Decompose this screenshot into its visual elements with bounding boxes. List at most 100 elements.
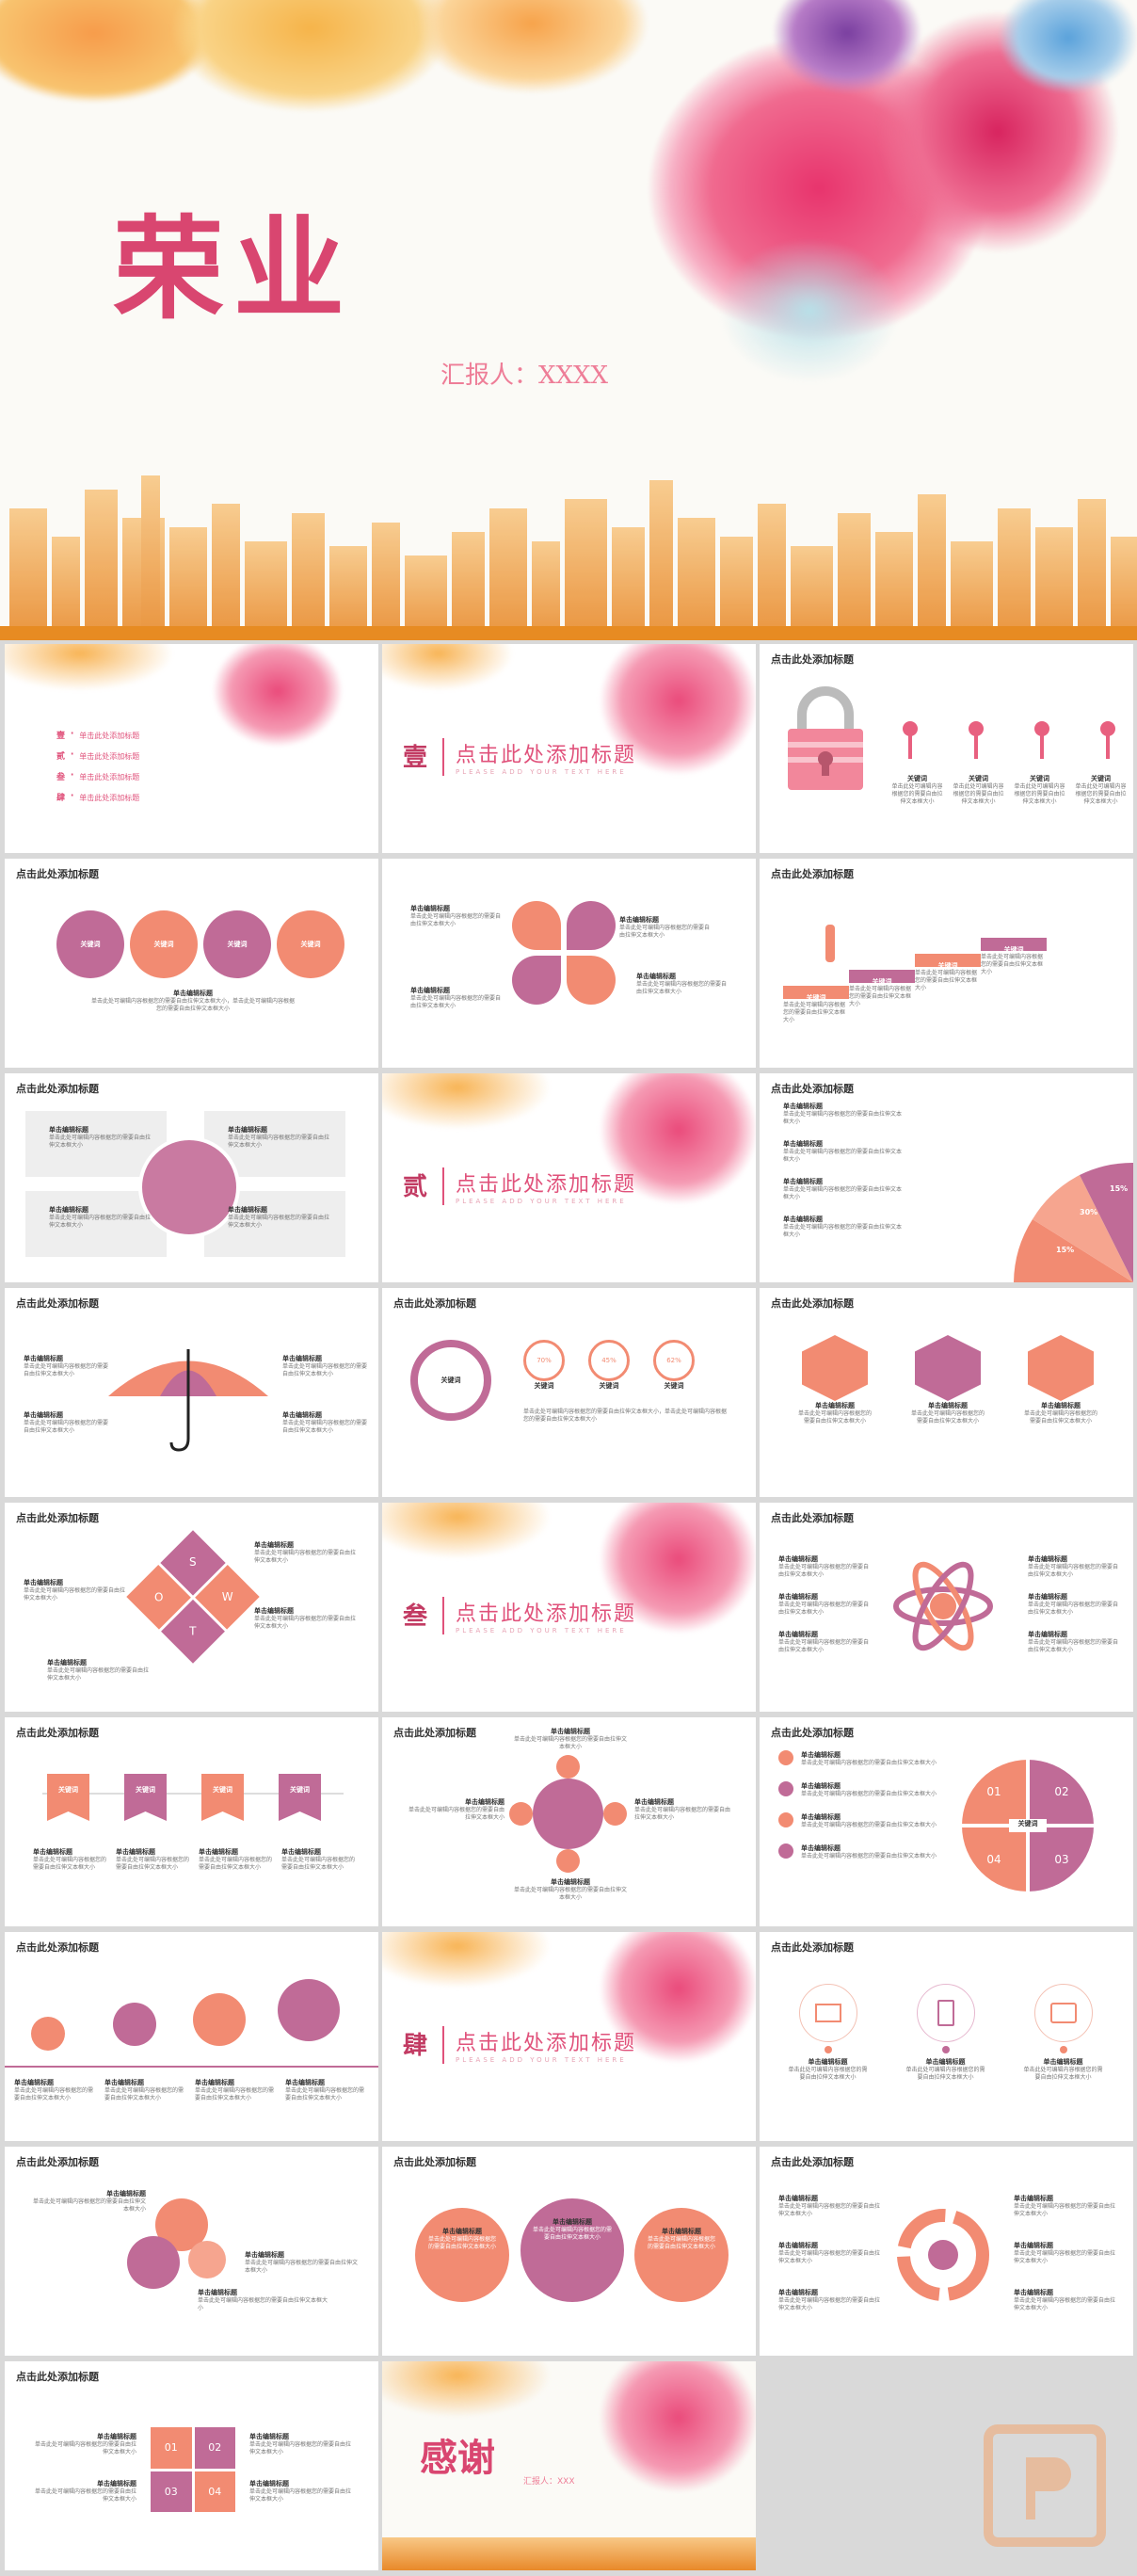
section-slide[interactable]: 壹 点击此处添加标题 PLEASE ADD YOUR TEXT HERE xyxy=(382,644,756,853)
key-icons xyxy=(903,721,1115,759)
section-title: 点击此处添加标题 xyxy=(456,1602,637,1626)
agenda-item[interactable]: 叁 · 单击此处添加标题 xyxy=(56,765,140,783)
pin-icon xyxy=(113,2003,156,2046)
atom-diagram xyxy=(893,1561,993,1651)
slide-title: 点击此处添加标题 xyxy=(16,1727,99,1739)
step-bar[interactable]: 关键词 xyxy=(915,954,981,970)
slide-title: 点击此处添加标题 xyxy=(771,1941,854,1954)
content-slide[interactable]: 点击此处添加标题 01 02 03 04 单击编辑标题 单击此处可编辑内容根据您的… xyxy=(5,2361,378,2570)
splash-decoration xyxy=(382,1932,552,1988)
hex-row: 单击编辑标题 单击此处可编辑内容根据您的需要自由拉伸文本框大小 单击编辑标题 单击此… xyxy=(797,1335,1098,1425)
text-block: 单击编辑标题 单击此处可编辑内容根据您的需要自由拉伸文本框大小 xyxy=(619,916,711,939)
ring-row: 70% 关键词 45% 关键词 62% 关键词 xyxy=(523,1340,695,1391)
bullet-list: 单击编辑标题 单击此处可编辑内容根据您的需要自由拉伸文本框大小 单击编辑标题 单击此… xyxy=(778,1750,948,1875)
phone-icon xyxy=(937,2000,954,2026)
cycle-diagram xyxy=(897,2209,989,2301)
section-slide[interactable]: 肆 点击此处添加标题 PLEASE ADD YOUR TEXT HERE xyxy=(382,1932,756,2141)
slide-title: 点击此处添加标题 xyxy=(393,1727,476,1739)
key-labels: 关键词 单击此处可编辑内容根据您的需要自由拉伸文本框大小 关键词 单击此处可编辑内容… xyxy=(891,774,1127,806)
content-slide[interactable]: 点击此处添加标题 单击编辑标题 单击此处可编辑内容根据您的需要自由拉伸文本框大小 … xyxy=(760,1073,1133,1282)
quadrant-center: 关键词 xyxy=(1009,1819,1047,1832)
agenda-label: 单击此处添加标题 xyxy=(79,794,140,802)
pie-label: 30% xyxy=(1080,1208,1097,1216)
agenda-number: 壹 xyxy=(56,732,66,741)
logo-stamp-icon xyxy=(984,2424,1106,2547)
content-slide[interactable]: 点击此处添加标题 单击编辑标题 单击此处可编辑内容根据您的需要自由拉伸文本框大小 … xyxy=(382,1717,756,1926)
agenda-item[interactable]: 贰 · 单击此处添加标题 xyxy=(56,745,140,763)
cover-slide[interactable]: 荣业 汇报人：XXXX xyxy=(0,0,1137,640)
content-slide[interactable]: 点击此处添加标题 单击编辑标题 单击此处可编辑内容根据您的需要自由拉伸文本框大小 … xyxy=(382,2147,756,2356)
keyword-label: 关键词 xyxy=(907,775,927,782)
slide-title: 点击此处添加标题 xyxy=(771,1727,854,1739)
slide-title: 点击此处添加标题 xyxy=(16,868,99,880)
agenda-number: 叁 xyxy=(56,773,66,782)
section-title: 点击此处添加标题 xyxy=(456,2032,637,2055)
content-slide[interactable]: 点击此处添加标题 单击编辑标题 单击此处可编辑内容根据您的需要自由拉伸文本框大小 … xyxy=(5,1288,378,1497)
pie-label: 15% xyxy=(1056,1246,1074,1254)
section-title: 点击此处添加标题 xyxy=(456,1173,637,1197)
section-title: 点击此处添加标题 xyxy=(456,744,637,767)
content-slide[interactable]: 点击此处添加标题 关键词 关键词 关键词 关键词 单击此处可编辑内容根据您的需要… xyxy=(760,859,1133,1068)
agenda-label: 单击此处添加标题 xyxy=(79,732,140,740)
step-bar[interactable]: 关键词 xyxy=(849,970,915,986)
fan-chart: 15% 30% 15% xyxy=(1014,1162,1133,1282)
ending-slide[interactable]: 感谢 汇报人：XXX xyxy=(382,2361,756,2570)
divider xyxy=(442,2026,444,2064)
pin-icon xyxy=(278,1979,340,2041)
splash-decoration xyxy=(382,2361,552,2418)
section-subtitle: PLEASE ADD YOUR TEXT HERE xyxy=(456,1198,627,1205)
content-slide[interactable]: 点击此处添加标题 单击编辑标题 单击此处可编辑内容根据您的需要自由拉伸文本框大小 … xyxy=(5,1073,378,1282)
body-text: 单击此处可编辑内容根据您的需要自由拉伸文本框大小 xyxy=(783,1002,846,1023)
slide-title: 点击此处添加标题 xyxy=(771,1297,854,1310)
splash-decoration xyxy=(169,0,452,113)
content-slide[interactable]: 点击此处添加标题 单击编辑标题 单击此处可编辑内容根据您的需要自由拉伸文本框大小 … xyxy=(760,1932,1133,2141)
content-slide[interactable]: 点击此处添加标题 单击编辑标题 单击此处可编辑内容根据您的需要自由拉伸文本框大小 … xyxy=(760,1503,1133,1712)
agenda-list: 壹 · 单击此处添加标题 贰 · 单击此处添加标题 叁 · 单击此处添加标题 肆… xyxy=(56,724,139,807)
cover-title: 荣业 xyxy=(113,203,355,334)
keyword-circle[interactable]: 关键词 xyxy=(56,910,124,978)
tv-icon xyxy=(1049,2003,1077,2023)
agenda-label: 单击此处添加标题 xyxy=(79,773,140,781)
content-slide[interactable]: 点击此处添加标题 S W O T 单击编辑标题 单击此处可编辑内容根据您的需要自由… xyxy=(5,1503,378,1712)
content-slide[interactable]: 点击此处添加标题 关键词 70% 关键词 45% 关键词 62% 关键词 单击此处可编… xyxy=(382,1288,756,1497)
splash-decoration xyxy=(382,1503,552,1559)
keyword-circle[interactable]: 关键词 xyxy=(277,910,344,978)
splash-decoration xyxy=(382,1073,552,1130)
umbrella-icon xyxy=(108,1349,268,1452)
body-text: 单击此处可编辑内容根据您的需要自由拉伸文本框大小 xyxy=(849,986,912,1007)
petal-diagram xyxy=(512,901,616,1005)
content-slide[interactable]: 单击编辑标题 单击此处可编辑内容根据您的需要自由拉伸文本框大小 单击编辑标题 单击此… xyxy=(382,859,756,1068)
text-circle: 单击编辑标题 单击此处可编辑内容根据您的需要自由拉伸文本框大小 xyxy=(520,2198,624,2302)
keyword-circle[interactable]: 关键词 xyxy=(203,910,271,978)
content-slide[interactable]: 点击此处添加标题 关键词 关键词 关键词 关键词 单击编辑标题 单击此处可编辑内容… xyxy=(5,1717,378,1926)
keyword-circle[interactable]: 关键词 xyxy=(130,910,198,978)
body-text: 单击此处可编辑内容根据您的需要自由拉伸文本框大小 xyxy=(915,970,978,991)
step-bar[interactable]: 关键词 xyxy=(981,938,1047,954)
section-slide[interactable]: 叁 点击此处添加标题 PLEASE ADD YOUR TEXT HERE xyxy=(382,1503,756,1712)
content-slide[interactable]: 点击此处添加标题 单击编辑标题 单击此处可编辑内容根据您的需要自由拉伸文本框大小 … xyxy=(760,1717,1133,1926)
ring-62: 62% xyxy=(653,1340,695,1381)
city-skyline xyxy=(382,2537,756,2570)
icon-list: 单击编辑标题 单击此处可编辑内容根据您的需要自由拉伸文本框大小 单击编辑标题 单击此… xyxy=(783,1103,903,1238)
content-slide[interactable]: 点击此处添加标题 单击编辑标题 单击此处可编辑内容根据您的需要自由拉伸文本框大小 … xyxy=(760,2147,1133,2356)
splash-decoration xyxy=(599,2361,756,2493)
agenda-item[interactable]: 壹 · 单击此处添加标题 xyxy=(56,724,140,742)
section-slide[interactable]: 贰 点击此处添加标题 PLEASE ADD YOUR TEXT HERE xyxy=(382,1073,756,1282)
hex-icon xyxy=(802,1335,868,1401)
content-slide[interactable]: 点击此处添加标题 单击编辑标题 单击此处可编辑内容根据您的需要自由拉伸文本框大小 … xyxy=(5,2147,378,2356)
step-bar[interactable]: 关键词 xyxy=(783,986,849,1002)
slide-title: 点击此处添加标题 xyxy=(16,2156,99,2168)
content-slide[interactable]: 点击此处添加标题 关键词 关键词 关键词 关键词 单击编辑标题 单击此处可编辑内… xyxy=(5,859,378,1068)
slide-title: 点击此处添加标题 xyxy=(16,2371,99,2383)
keyword-label: 关键词 xyxy=(969,775,988,782)
divider xyxy=(442,738,444,776)
divider xyxy=(442,1167,444,1205)
agenda-slide[interactable]: 壹 · 单击此处添加标题 贰 · 单击此处添加标题 叁 · 单击此处添加标题 肆… xyxy=(5,644,378,853)
body-text: 单击此处可编辑内容根据您的需要自由拉伸文本框大小 xyxy=(891,783,943,805)
content-slide[interactable]: 点击此处添加标题 关键词 单击此处可编辑内容根据您的需要自由拉伸文本框大小 关键词… xyxy=(760,644,1133,853)
content-slide[interactable]: 点击此处添加标题 单击编辑标题 单击此处可编辑内容根据您的需要自由拉伸文本框大小 … xyxy=(5,1932,378,2141)
agenda-item[interactable]: 肆 · 单击此处添加标题 xyxy=(56,786,140,804)
content-slide[interactable]: 点击此处添加标题 单击编辑标题 单击此处可编辑内容根据您的需要自由拉伸文本框大小 … xyxy=(760,1288,1133,1497)
splash-decoration xyxy=(715,235,904,386)
center-circle xyxy=(533,1779,603,1849)
